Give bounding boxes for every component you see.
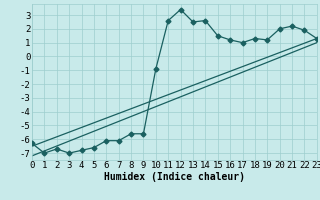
X-axis label: Humidex (Indice chaleur): Humidex (Indice chaleur)	[104, 172, 245, 182]
